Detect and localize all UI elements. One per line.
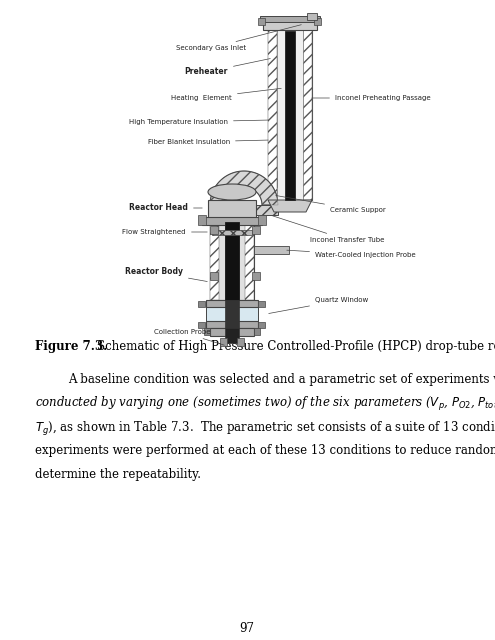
Bar: [245, 222, 254, 300]
Bar: [277, 28, 303, 200]
Bar: [268, 28, 277, 200]
Text: determine the repeatability.: determine the repeatability.: [35, 468, 201, 481]
Text: Ceramic Suppor: Ceramic Suppor: [276, 195, 386, 213]
Bar: [208, 200, 256, 222]
Bar: [252, 226, 260, 234]
Bar: [202, 217, 262, 225]
Bar: [314, 18, 321, 25]
Bar: [206, 307, 258, 321]
Bar: [198, 215, 206, 225]
Bar: [258, 301, 265, 307]
Bar: [258, 322, 265, 328]
Text: Heating  Element: Heating Element: [171, 88, 281, 101]
Text: 97: 97: [240, 622, 254, 635]
Polygon shape: [268, 200, 312, 212]
Text: conducted by varying one (sometimes two) of the six parameters ($V_p$, $P_{O2}$,: conducted by varying one (sometimes two)…: [35, 395, 495, 413]
Text: Inconel Preheating Passage: Inconel Preheating Passage: [312, 95, 431, 101]
Bar: [210, 328, 254, 336]
Bar: [225, 222, 239, 300]
Bar: [303, 28, 312, 200]
Text: Water-Cooled Injection Probe: Water-Cooled Injection Probe: [287, 250, 416, 258]
Bar: [237, 338, 244, 346]
Bar: [210, 226, 218, 234]
Text: Secondary Gas Inlet: Secondary Gas Inlet: [176, 25, 301, 51]
Text: Reactor Head: Reactor Head: [129, 204, 202, 212]
Ellipse shape: [208, 184, 256, 200]
Text: Inconel Transfer Tube: Inconel Transfer Tube: [273, 216, 385, 243]
Bar: [212, 230, 252, 235]
Text: Collection Probe: Collection Probe: [153, 329, 224, 345]
Text: Fiber Blanket Insulation: Fiber Blanket Insulation: [148, 139, 268, 145]
Bar: [210, 222, 219, 300]
Text: Preheater: Preheater: [185, 59, 270, 77]
Bar: [206, 321, 258, 328]
Bar: [263, 20, 317, 30]
Text: $T_g$), as shown in Table 7.3.  The parametric set consists of a suite of 13 con: $T_g$), as shown in Table 7.3. The param…: [35, 420, 495, 438]
Bar: [210, 272, 218, 280]
Text: Flow Straightened: Flow Straightened: [122, 229, 207, 235]
Text: Figure 7.3.: Figure 7.3.: [35, 340, 107, 353]
Text: A baseline condition was selected and a parametric set of experiments was: A baseline condition was selected and a …: [68, 373, 495, 386]
Text: Reactor Body: Reactor Body: [125, 268, 207, 282]
Bar: [204, 328, 210, 335]
Bar: [252, 272, 260, 280]
Bar: [258, 18, 265, 25]
Bar: [220, 338, 227, 346]
Bar: [277, 171, 278, 187]
Bar: [285, 31, 295, 200]
Bar: [210, 222, 254, 300]
Bar: [210, 205, 278, 215]
Bar: [198, 301, 205, 307]
Bar: [260, 16, 320, 22]
Bar: [225, 300, 239, 328]
Text: High Temperature Insulation: High Temperature Insulation: [129, 119, 268, 125]
Bar: [258, 215, 266, 225]
Text: experiments were performed at each of these 13 conditions to reduce random error: experiments were performed at each of th…: [35, 444, 495, 457]
Text: Schematic of High Pressure Controlled-Profile (HPCP) drop-tube reactor.: Schematic of High Pressure Controlled-Pr…: [97, 340, 495, 353]
Bar: [225, 328, 239, 343]
Bar: [268, 28, 312, 200]
Bar: [307, 13, 317, 20]
Bar: [254, 328, 260, 335]
Text: Quartz Window: Quartz Window: [269, 297, 368, 314]
Bar: [254, 246, 289, 254]
Bar: [198, 322, 205, 328]
Bar: [206, 300, 258, 307]
Polygon shape: [210, 171, 278, 205]
